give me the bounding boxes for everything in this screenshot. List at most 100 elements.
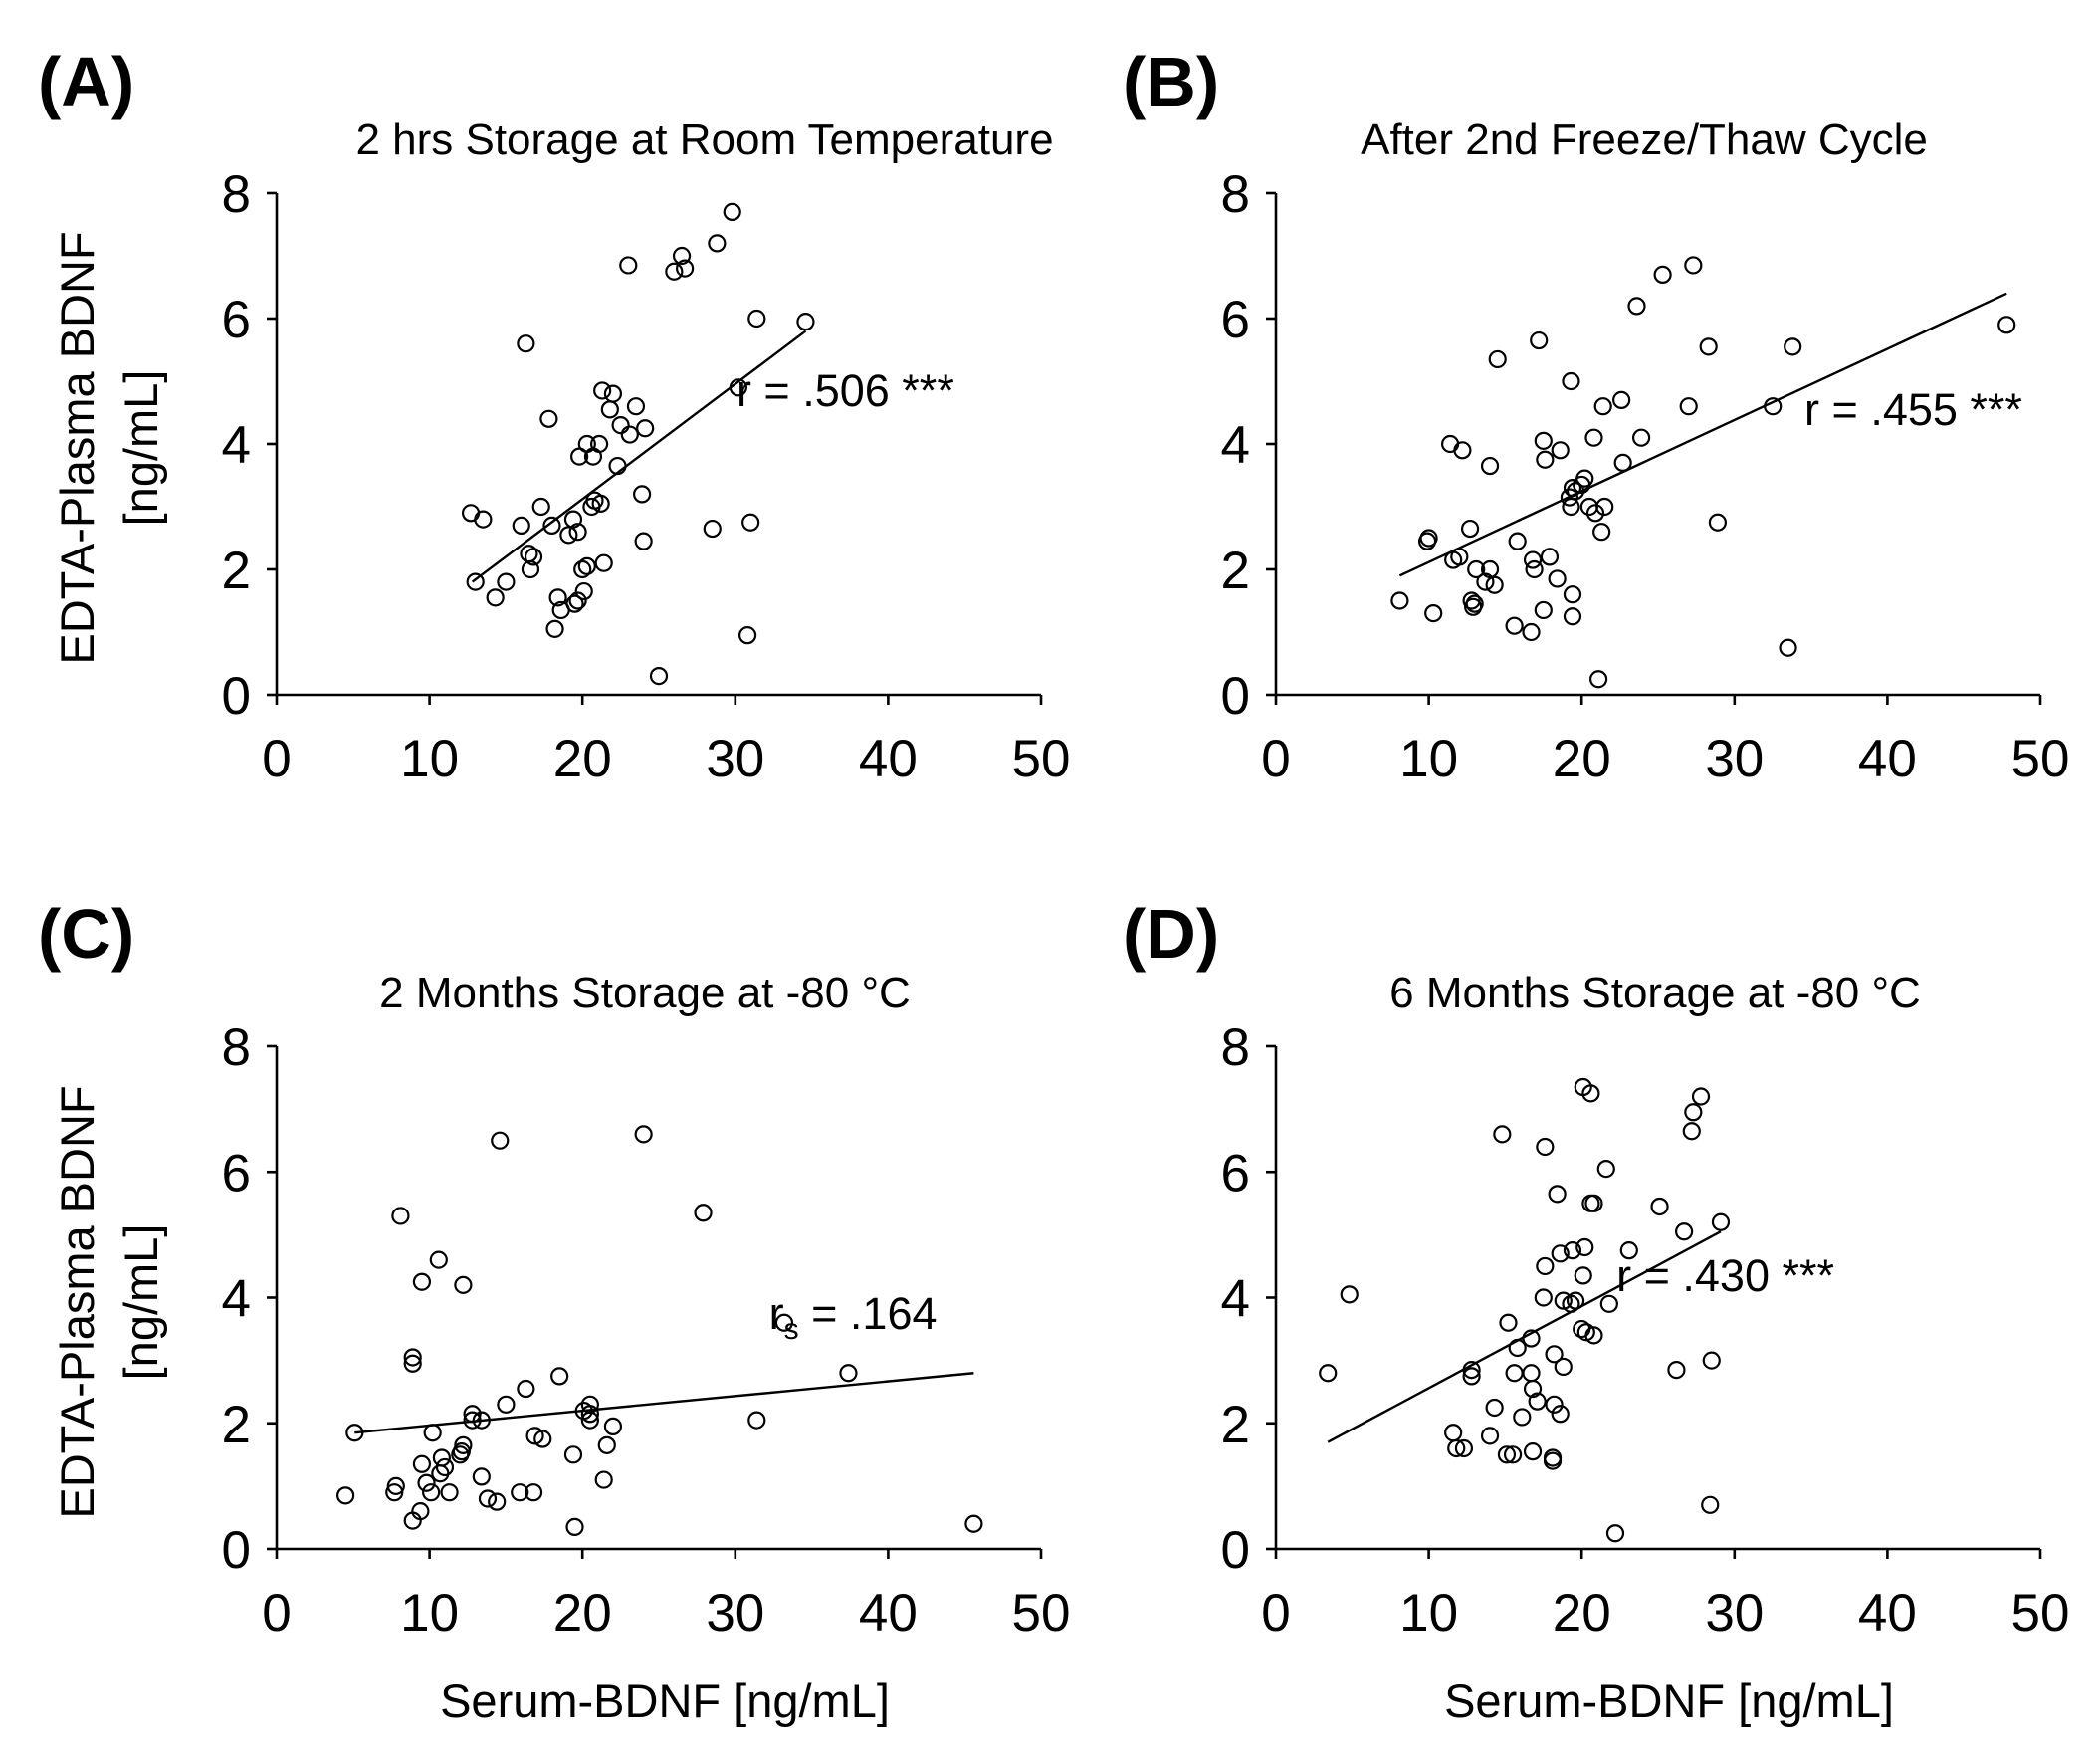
data-point	[1997, 316, 2016, 334]
regression-line	[471, 330, 807, 583]
data-point	[1493, 1125, 1512, 1144]
data-point	[593, 381, 612, 400]
x-tick-label: 0	[1261, 730, 1290, 788]
x-tick-label: 20	[553, 730, 612, 788]
data-point	[517, 334, 535, 353]
data-point	[1562, 1294, 1580, 1313]
data-point	[672, 246, 692, 266]
data-point	[1595, 497, 1614, 517]
data-point	[403, 1348, 422, 1367]
x-tick-label: 30	[1705, 1584, 1764, 1643]
x-tick-label: 40	[1858, 1584, 1917, 1643]
data-point	[1548, 1185, 1567, 1204]
y-tick-label: 2	[1221, 542, 1250, 600]
data-point	[431, 1464, 450, 1483]
data-point	[565, 1517, 584, 1537]
data-point	[474, 510, 493, 529]
data-point	[839, 1364, 858, 1383]
data-point	[385, 1483, 404, 1502]
data-point	[1488, 349, 1507, 369]
correlation-annotation: r = .430 ***	[1616, 1250, 1834, 1301]
data-point	[452, 1442, 471, 1461]
data-point	[417, 1473, 436, 1492]
data-point	[1534, 431, 1553, 450]
data-point	[559, 526, 578, 545]
data-point	[412, 1272, 432, 1291]
data-point	[600, 400, 619, 419]
data-point	[594, 1470, 613, 1489]
y-tick-label: 8	[222, 1018, 251, 1077]
panel-letter: (B)	[1123, 43, 1219, 120]
data-point	[1584, 1326, 1603, 1345]
correlation-annotation: r = .455 ***	[1804, 384, 2022, 435]
data-point	[594, 553, 613, 572]
data-point	[1485, 575, 1504, 594]
data-point	[1540, 548, 1560, 566]
data-point	[737, 626, 757, 645]
data-point	[619, 256, 638, 275]
data-point	[583, 447, 603, 466]
data-point	[1480, 1427, 1500, 1445]
x-tick-label: 50	[2011, 730, 2070, 788]
x-tick-label: 20	[1553, 1584, 1611, 1643]
x-tick-label: 10	[1399, 730, 1458, 788]
data-point	[1596, 1159, 1615, 1179]
data-point	[1444, 550, 1463, 569]
data-point	[1464, 597, 1483, 616]
data-point	[1548, 569, 1567, 588]
data-point	[676, 259, 695, 278]
data-point	[1419, 529, 1438, 548]
data-point	[574, 581, 593, 601]
data-point	[1530, 330, 1549, 350]
y-tick-label: 8	[1221, 1018, 1250, 1077]
data-point	[747, 1411, 766, 1430]
data-point	[1650, 1197, 1669, 1216]
data-point	[1779, 638, 1797, 657]
data-point	[1534, 600, 1553, 620]
x-tick-label: 50	[1012, 1584, 1071, 1643]
x-tick-label: 0	[262, 730, 291, 788]
data-point	[1462, 1360, 1481, 1380]
data-point	[1497, 1445, 1517, 1464]
data-point	[1584, 1194, 1603, 1212]
data-point	[1784, 337, 1802, 356]
data-point	[472, 1467, 491, 1486]
data-point	[1593, 397, 1612, 416]
y-tick-label: 6	[222, 291, 251, 349]
data-point	[620, 425, 639, 444]
data-point	[1563, 1241, 1582, 1260]
data-point	[429, 1250, 448, 1269]
panel-d: (D) 6 Months Storage at -80 °C Serum-BDN…	[1123, 895, 2069, 1727]
data-point	[497, 1395, 516, 1414]
y-axis-label-line2: [ng/mL]	[114, 370, 167, 527]
data-point	[1592, 523, 1611, 542]
data-point	[551, 600, 570, 620]
panel-letter: (A)	[38, 43, 134, 120]
y-axis-label-line1: EDTA-Plasma BDNF	[51, 1085, 104, 1518]
y-tick-label: 8	[1221, 165, 1250, 224]
data-point	[1545, 1345, 1564, 1364]
data-point	[796, 313, 815, 331]
data-point	[1562, 497, 1580, 517]
data-point	[524, 548, 543, 566]
data-point	[521, 559, 540, 579]
data-point	[412, 1454, 432, 1473]
x-axis-label: Serum-BDNF [ng/mL]	[440, 1674, 890, 1727]
data-point	[1453, 441, 1472, 460]
data-point	[1454, 1438, 1474, 1458]
data-point	[1505, 1364, 1524, 1383]
data-point	[466, 572, 485, 591]
data-point	[345, 1424, 364, 1442]
data-point	[568, 523, 587, 542]
data-point	[1605, 1524, 1625, 1543]
data-point	[1560, 488, 1579, 507]
x-tick-label: 20	[553, 1584, 612, 1643]
data-point	[1551, 1405, 1570, 1424]
x-tick-label: 50	[2011, 1584, 2070, 1643]
y-tick-label: 0	[222, 667, 251, 726]
correlation-annotation: rs = .164	[769, 1288, 938, 1346]
data-point	[1536, 450, 1555, 469]
data-point	[633, 485, 652, 504]
y-tick-label: 6	[1221, 1144, 1250, 1203]
chart-title: 2 Months Storage at -80 °C	[379, 969, 911, 1017]
